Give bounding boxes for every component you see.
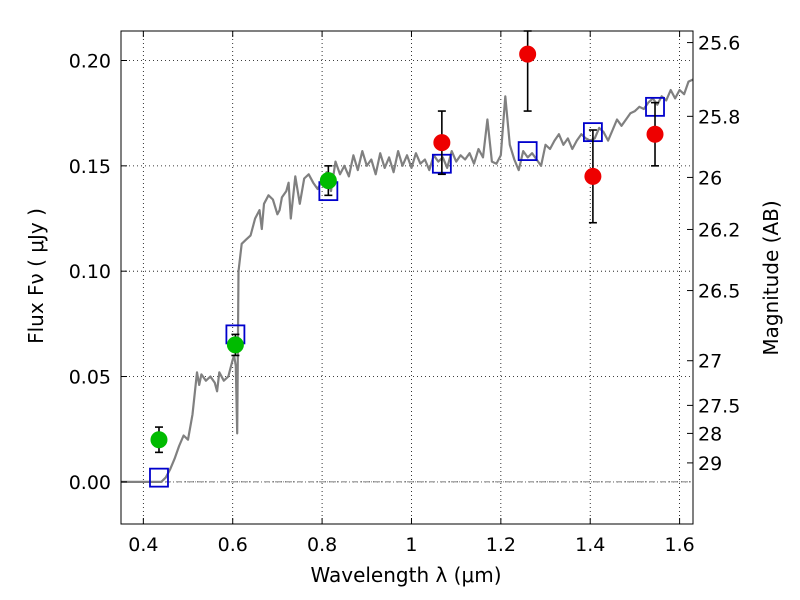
y-tick-label: 0.15 bbox=[69, 156, 111, 178]
x-tick-label: 0.8 bbox=[307, 534, 337, 556]
y-tick-label: 0.00 bbox=[69, 472, 111, 494]
nir-data-point bbox=[519, 45, 537, 63]
optical-data-point bbox=[226, 336, 244, 354]
mag-tick-label: 28 bbox=[698, 423, 722, 445]
mag-tick-label: 25.6 bbox=[698, 33, 740, 55]
y-tick-label: 0.20 bbox=[69, 50, 111, 72]
x-tick-label: 0.6 bbox=[218, 534, 248, 556]
optical-data-point bbox=[319, 172, 337, 190]
mag-tick-label: 26 bbox=[698, 167, 722, 189]
mag-tick-label: 29 bbox=[698, 453, 722, 475]
spectrum-layer bbox=[121, 78, 694, 483]
y-tick-label: 0.10 bbox=[69, 261, 111, 283]
mag-tick-label: 26.2 bbox=[698, 219, 740, 241]
mag-tick-label: 27.5 bbox=[698, 395, 740, 417]
plot-frame bbox=[120, 30, 694, 525]
nir-data-point bbox=[646, 125, 664, 143]
right-axis-label: Magnitude (AB) bbox=[759, 200, 783, 355]
mag-tick-label: 25.8 bbox=[698, 106, 740, 128]
x-axis-label: Wavelength λ (μm) bbox=[310, 563, 501, 587]
model-spectrum-line bbox=[121, 78, 694, 483]
ticks: 0.4 0.6 0.8 1 1.2 1.4 1.6 0.00 0.05 0.10 0.15 0.20 2… bbox=[69, 31, 740, 556]
series-layer bbox=[149, 30, 665, 488]
y-axis-label: Flux Fν ( μJy ) bbox=[24, 208, 48, 344]
x-tick-label: 1 bbox=[405, 534, 417, 556]
model-photometry-point bbox=[517, 141, 538, 161]
y-tick-label: 0.05 bbox=[69, 367, 111, 389]
nir-data-point bbox=[433, 134, 451, 152]
x-tick-label: 1.6 bbox=[664, 534, 694, 556]
grid bbox=[121, 31, 693, 524]
mag-tick-label: 27 bbox=[698, 351, 722, 373]
mag-tick-label: 26.5 bbox=[698, 281, 740, 303]
optical-data-point bbox=[150, 431, 168, 449]
x-tick-label: 1.2 bbox=[486, 534, 516, 556]
x-tick-label: 0.4 bbox=[128, 534, 158, 556]
x-tick-label: 1.4 bbox=[575, 534, 605, 556]
nir-data-point bbox=[584, 167, 602, 185]
model-photometry-point bbox=[149, 467, 169, 488]
